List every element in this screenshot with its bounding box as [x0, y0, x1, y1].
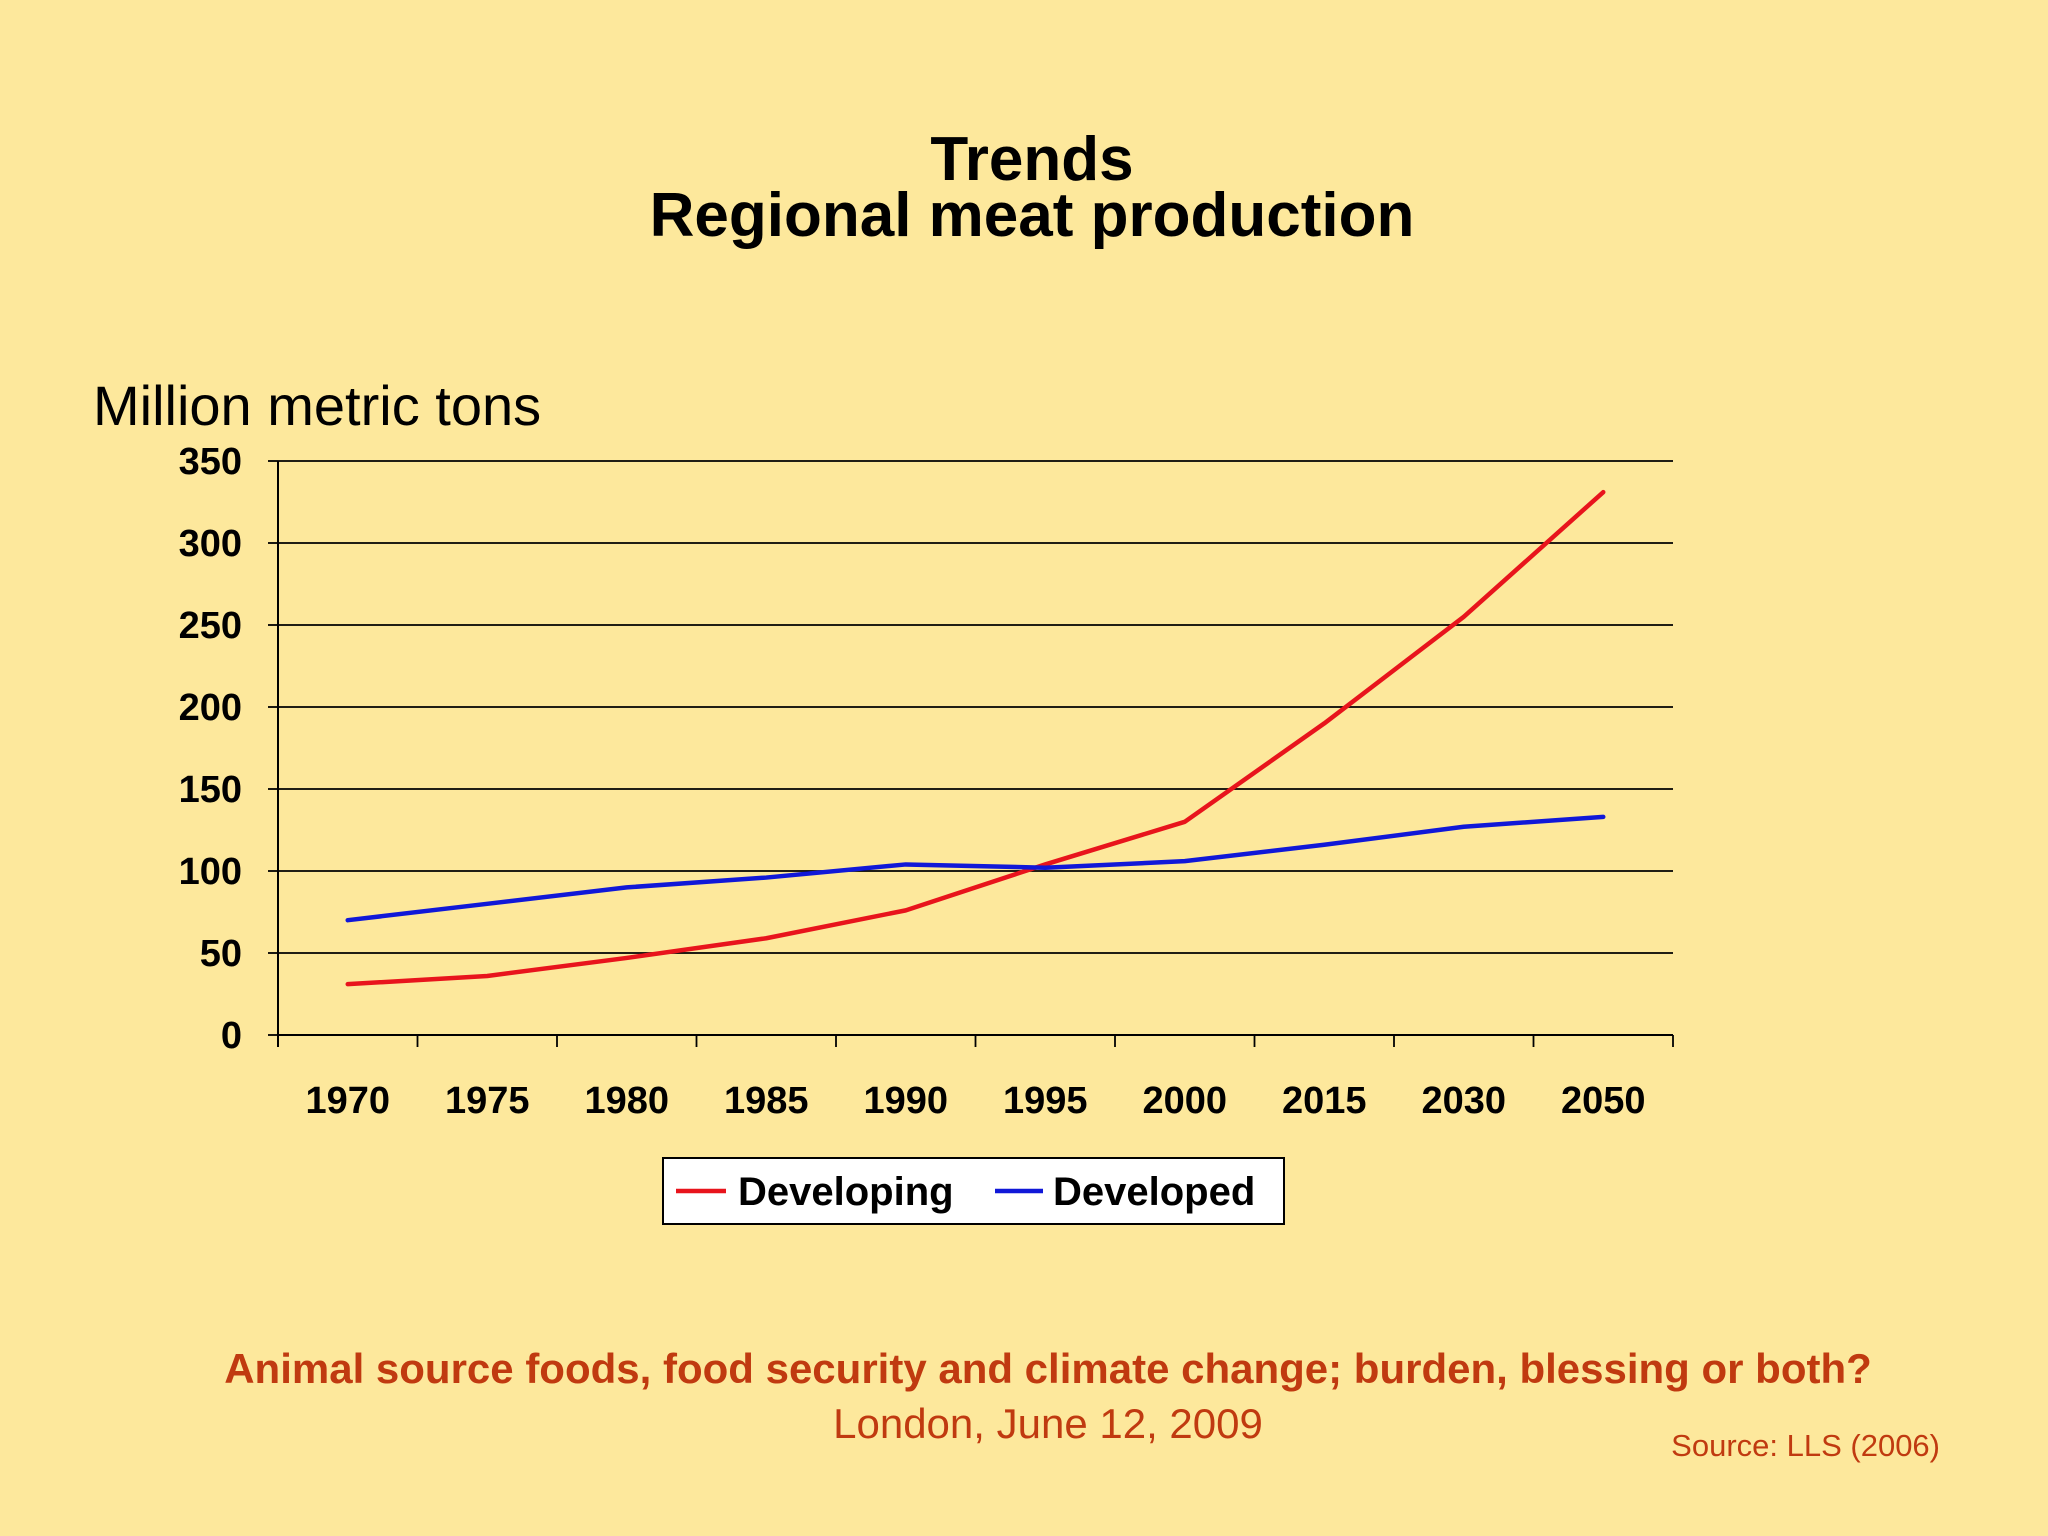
x-tick-label: 1990 [863, 1080, 948, 1122]
y-tick-label: 100 [179, 851, 242, 893]
legend: Developing Developed [662, 1157, 1285, 1225]
y-axis-label: Million metric tons [93, 374, 542, 437]
footer-title: Animal source foods, food security and c… [224, 1345, 1872, 1392]
x-tick-label: 1995 [1003, 1080, 1088, 1122]
y-tick-label: 0 [221, 1015, 242, 1057]
slide-subtitle: Regional meat production [649, 181, 1415, 250]
series-line-developed [345, 814, 1606, 923]
y-tick-label: 350 [179, 441, 242, 483]
legend-box [662, 1157, 1285, 1225]
slide-title: Trends [930, 125, 1134, 194]
y-tick-label: 200 [179, 687, 242, 729]
x-tick-label: 1975 [445, 1080, 530, 1122]
x-tick-labels: 1970 1975 1980 1985 1990 1995 2000 2015 2030 2050 [305, 1080, 1645, 1122]
x-tick-label: 1970 [305, 1080, 390, 1122]
x-tick-label: 2000 [1142, 1080, 1227, 1122]
x-tick-label: 2015 [1282, 1080, 1367, 1122]
footer-subtitle: London, June 12, 2009 [833, 1400, 1263, 1447]
y-tick-label: 150 [179, 769, 242, 811]
source-note: Source: LLS (2006) [1671, 1428, 1940, 1463]
x-tick-label: 2030 [1421, 1080, 1506, 1122]
legend-label-developed: Developed [1053, 1170, 1255, 1214]
series-lines [345, 489, 1606, 987]
grid-lines [278, 460, 1673, 954]
y-tick-label: 250 [179, 605, 242, 647]
legend-label-developing: Developing [738, 1170, 954, 1214]
y-tick-labels: 0 50 100 150 200 250 300 350 [179, 441, 242, 1057]
y-tick-label: 50 [200, 933, 242, 975]
axes [268, 460, 1674, 1047]
series-line-developing [345, 489, 1606, 987]
x-tick-label: 1985 [724, 1080, 809, 1122]
x-tick-label: 1980 [584, 1080, 669, 1122]
x-tick-label: 2050 [1561, 1080, 1646, 1122]
y-tick-label: 300 [179, 523, 242, 565]
